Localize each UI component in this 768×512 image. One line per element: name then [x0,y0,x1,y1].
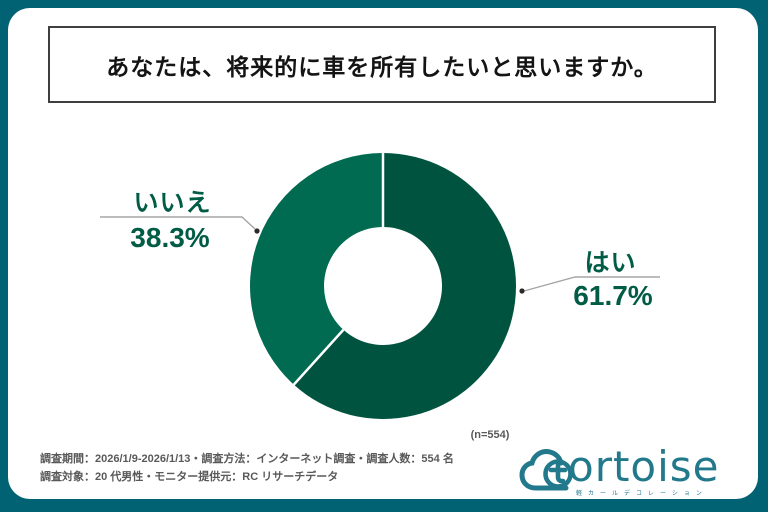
tortoise-logo-icon [519,449,573,491]
question-title: あなたは、将来的に車を所有したいと思いますか。 [106,53,658,80]
survey-note-line2: 調査対象：20 代男性・モニター提供元：RC リサーチデータ [40,471,339,483]
donut-slices [250,153,517,419]
leader-dot-yes [519,288,525,294]
label-yes: はい [584,249,637,277]
tortoise-logo: ortoise 軽カールデコレーション [516,442,741,498]
logo-wordmark: ortoise [568,442,720,491]
sample-size-label: (n=554) [470,429,510,441]
survey-note-line1: 調査期間：2026/1/9-2026/1/13・調査方法：インターネット調査・調… [40,453,454,465]
leader-dot-no [254,228,260,234]
logo-tagline: 軽カールデコレーション [576,491,708,497]
survey-notes: 調査期間：2026/1/9-2026/1/13・調査方法：インターネット調査・調… [40,450,454,486]
slice-divider [292,328,345,387]
percent-yes: 61.7% [573,280,653,311]
donut-slice-いいえ [250,153,383,385]
donut-slice-はい [293,153,517,419]
slice-dividers [292,152,385,387]
question-title-box: あなたは、将来的に車を所有したいと思いますか。 [48,26,716,103]
label-no: いいえ [133,189,212,217]
leader-line-yes [523,276,660,292]
percent-no: 38.3% [130,222,210,253]
leader-line-no [100,216,256,230]
